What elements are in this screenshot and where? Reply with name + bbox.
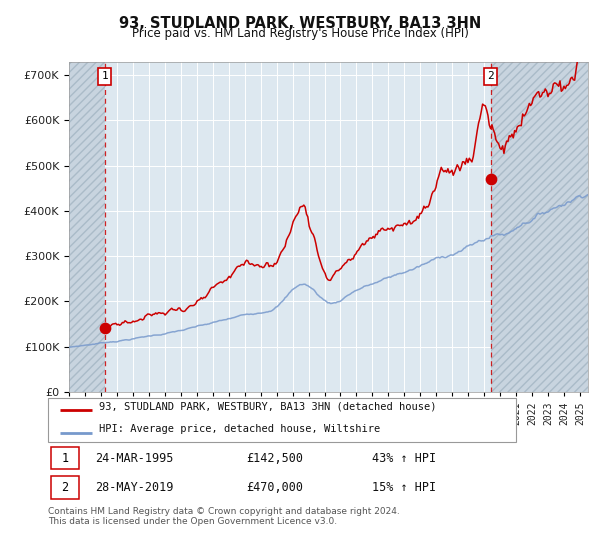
Text: 2: 2: [487, 72, 494, 81]
Text: Contains HM Land Registry data © Crown copyright and database right 2024.
This d: Contains HM Land Registry data © Crown c…: [48, 507, 400, 526]
Text: 43% ↑ HPI: 43% ↑ HPI: [371, 451, 436, 465]
Text: Price paid vs. HM Land Registry's House Price Index (HPI): Price paid vs. HM Land Registry's House …: [131, 27, 469, 40]
Bar: [491, 62, 588, 392]
FancyBboxPatch shape: [50, 447, 79, 469]
Text: £142,500: £142,500: [247, 451, 304, 465]
Text: 93, STUDLAND PARK, WESTBURY, BA13 3HN (detached house): 93, STUDLAND PARK, WESTBURY, BA13 3HN (d…: [100, 402, 437, 412]
Bar: [69, 62, 104, 392]
Text: 2: 2: [61, 481, 68, 494]
Point: [100, 323, 109, 332]
Text: 93, STUDLAND PARK, WESTBURY, BA13 3HN: 93, STUDLAND PARK, WESTBURY, BA13 3HN: [119, 16, 481, 31]
Text: 1: 1: [101, 72, 108, 81]
Text: £470,000: £470,000: [247, 481, 304, 494]
Text: HPI: Average price, detached house, Wiltshire: HPI: Average price, detached house, Wilt…: [100, 424, 381, 435]
Bar: [69, 62, 104, 392]
Bar: [491, 62, 588, 392]
FancyBboxPatch shape: [48, 398, 516, 442]
Text: 1: 1: [61, 451, 68, 465]
Text: 15% ↑ HPI: 15% ↑ HPI: [371, 481, 436, 494]
Text: 28-MAY-2019: 28-MAY-2019: [95, 481, 173, 494]
Point: [486, 175, 496, 184]
FancyBboxPatch shape: [50, 477, 79, 499]
Text: 24-MAR-1995: 24-MAR-1995: [95, 451, 173, 465]
